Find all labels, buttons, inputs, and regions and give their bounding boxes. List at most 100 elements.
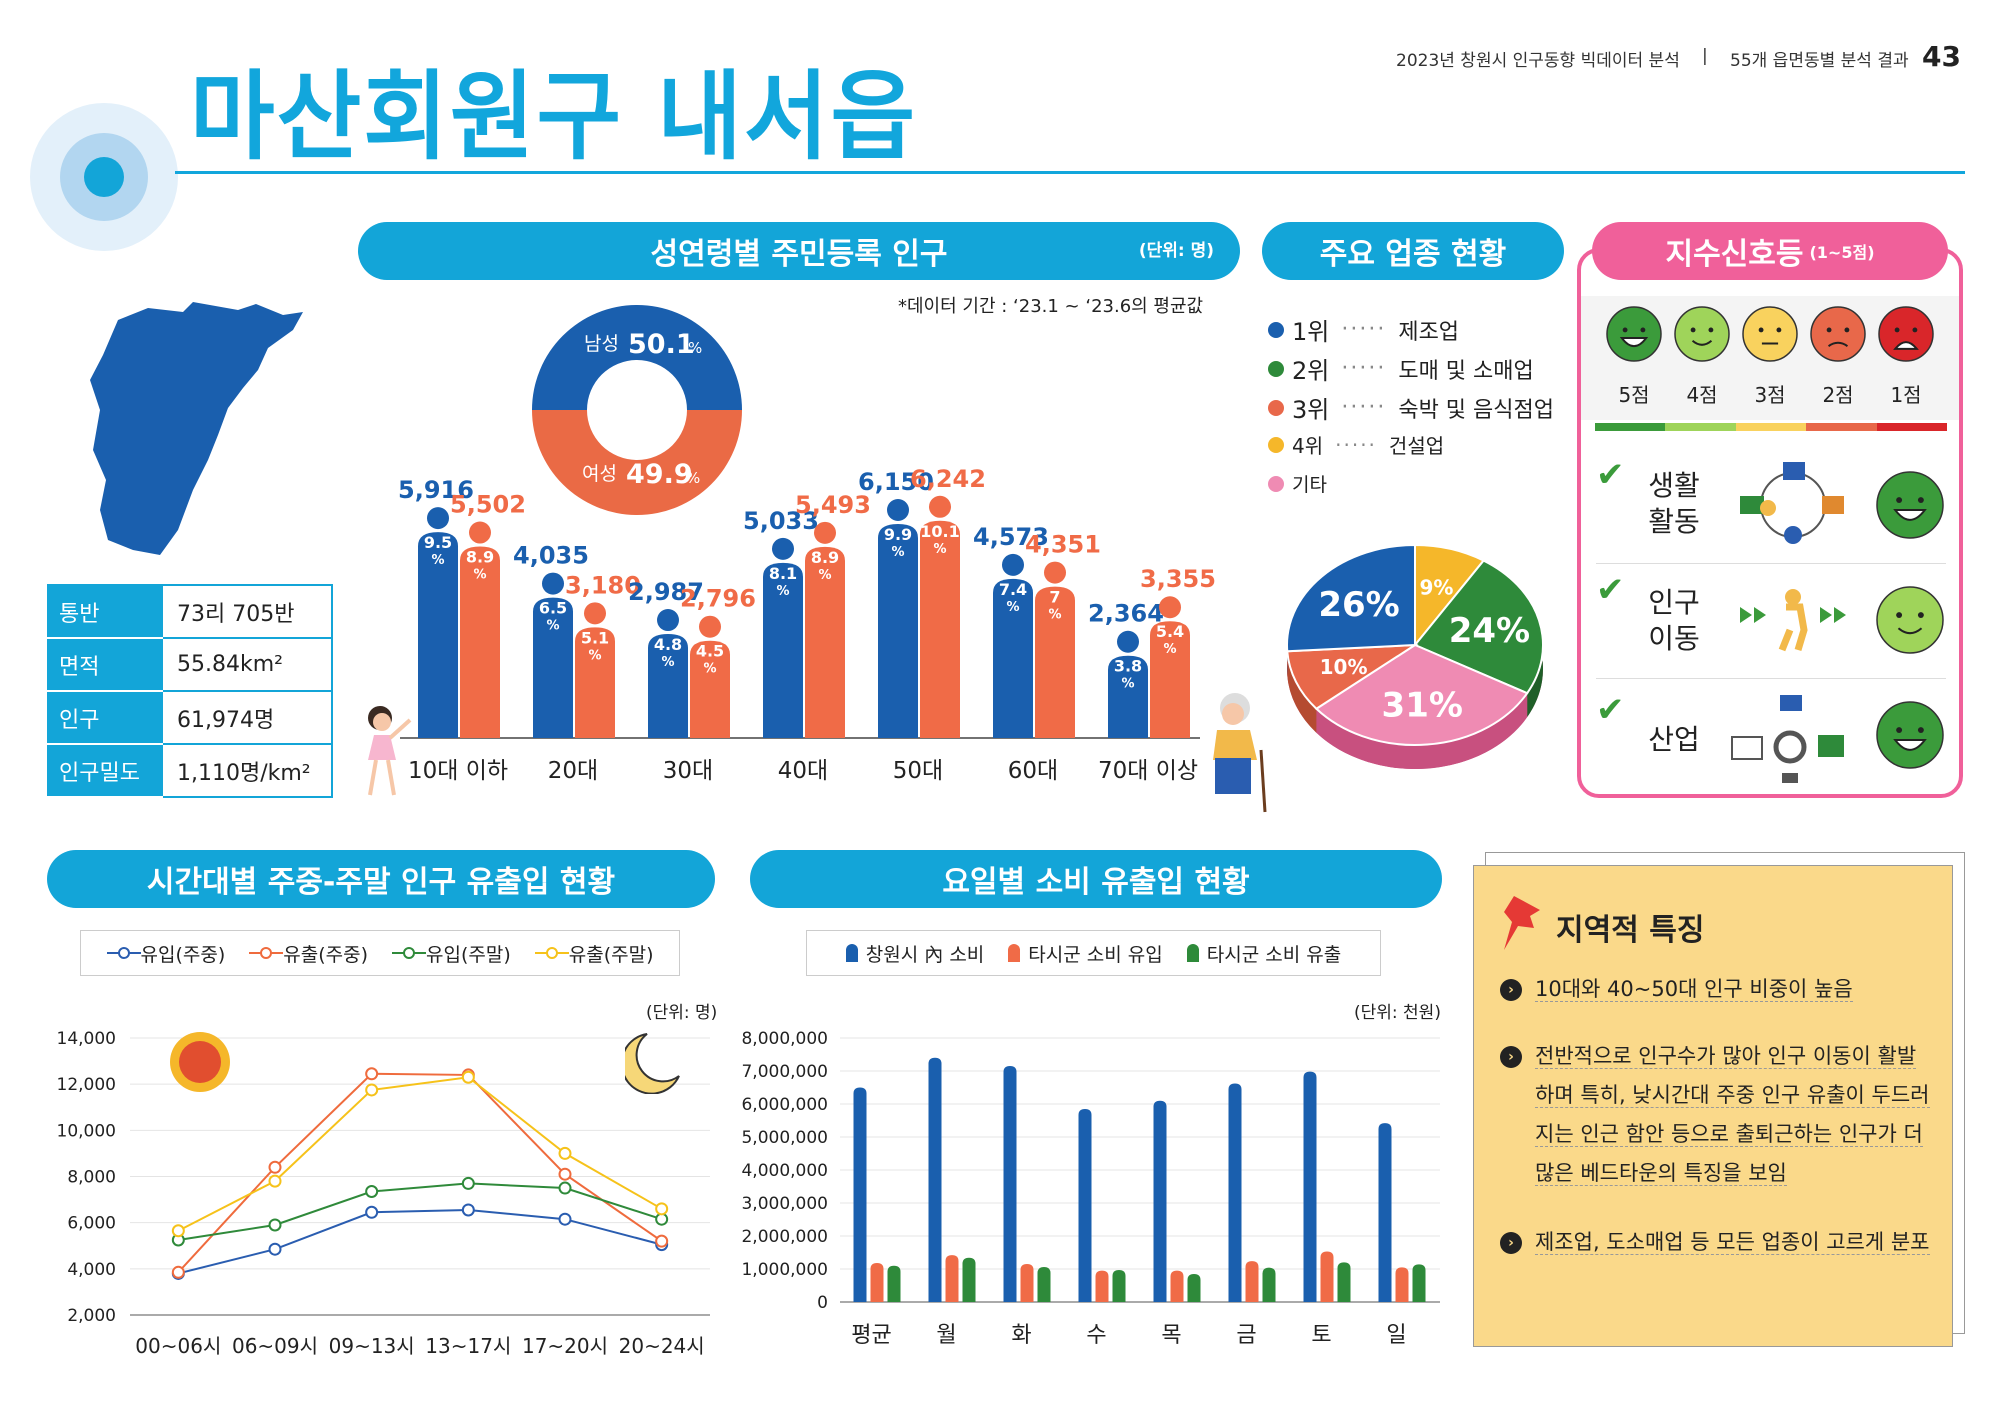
series-point bbox=[461, 1176, 475, 1190]
x-tick-label: 17~20시 bbox=[522, 1334, 608, 1358]
bar-pct-sign: % bbox=[588, 648, 601, 663]
bar-pct-sign: % bbox=[1121, 677, 1134, 692]
face-eye bbox=[1708, 327, 1714, 333]
male-pct-sign: % bbox=[688, 339, 702, 357]
legend-dot bbox=[1268, 360, 1284, 377]
summary-table: 통반 73리 705반 면적 55.84km² 인구 61,974명 인구밀도 1,11… bbox=[47, 584, 333, 798]
summary-value: 61,974명 bbox=[161, 690, 333, 745]
spend-bar bbox=[1395, 1267, 1409, 1302]
bar-pct-label: 8.9 bbox=[466, 548, 494, 567]
series-point bbox=[461, 1203, 475, 1217]
x-tick-label: 일 bbox=[1386, 1323, 1406, 1348]
legend-item: 유입(주중) bbox=[106, 940, 225, 967]
face-eye bbox=[1826, 327, 1832, 333]
score-face-4 bbox=[1674, 306, 1730, 362]
bar-head-male bbox=[1117, 630, 1139, 653]
bar-head-female bbox=[469, 521, 491, 544]
spend-bar bbox=[928, 1057, 942, 1302]
bar-male bbox=[763, 562, 803, 738]
leader-dots: ····· bbox=[1341, 317, 1387, 342]
series-point bbox=[558, 1212, 572, 1226]
bar-pct-label: 4.5 bbox=[696, 642, 724, 661]
x-tick-label: 화 bbox=[1011, 1323, 1031, 1348]
series-point bbox=[365, 1185, 379, 1199]
spend-bar bbox=[1037, 1267, 1051, 1302]
population-header: 성연령별 주민등록 인구 (단위: 명) bbox=[358, 222, 1240, 280]
page-title: 마산회원구 내서읍 bbox=[190, 60, 918, 174]
bar-head-female bbox=[814, 521, 836, 544]
bar-value-label: 4,035 bbox=[513, 542, 589, 570]
score-label: 3점 bbox=[1754, 383, 1785, 407]
spend-bar bbox=[870, 1263, 884, 1302]
spend-unit: (단위: 천원) bbox=[1354, 1003, 1441, 1023]
divider bbox=[1596, 678, 1946, 679]
bar-pct-sign: % bbox=[818, 568, 831, 583]
bar-value-label: 6,242 bbox=[910, 465, 986, 493]
feature-point-3: 제조업, 도소매업 등 모든 업종이 고르게 분포 bbox=[1535, 1223, 1930, 1262]
legend-item: 타시군 소비 유출 bbox=[1186, 940, 1341, 967]
bar-pct-label: 4.8 bbox=[654, 635, 682, 654]
bar-pct-sign: % bbox=[473, 568, 486, 583]
industry-rank: 4위 bbox=[1292, 434, 1324, 458]
x-tick-label: 60대 bbox=[1008, 758, 1058, 784]
spend-bar bbox=[962, 1257, 976, 1302]
spend-bar bbox=[1095, 1270, 1109, 1302]
bar-value-label: 5,916 bbox=[398, 476, 474, 504]
pie-slice bbox=[1314, 643, 1529, 746]
leader-dots: ····· bbox=[1341, 356, 1387, 381]
bar-pct-label: 5.4 bbox=[1156, 622, 1184, 641]
industry-pie-chart: 9% 24% 31% 10% 26% bbox=[1286, 543, 1544, 769]
industry-name: 숙박 및 음식점업 bbox=[1398, 397, 1554, 423]
face-eye bbox=[1776, 327, 1782, 333]
chevron-right-icon: › bbox=[1500, 979, 1522, 1001]
title-rule bbox=[175, 171, 1965, 174]
category-score-faces bbox=[1876, 471, 1944, 769]
district-map bbox=[90, 302, 303, 555]
legend-label: 유입(주말) bbox=[426, 943, 511, 966]
score-color-bar bbox=[1595, 423, 1948, 431]
x-tick-label: 40대 bbox=[778, 758, 828, 784]
y-tick-label: 6,000,000 bbox=[741, 1095, 828, 1115]
bar-head-male bbox=[542, 572, 564, 595]
legend-item: 유출(주중) bbox=[249, 940, 368, 967]
legend-label: 창원시 內 소비 bbox=[865, 943, 985, 966]
x-tick-label: 20~24시 bbox=[619, 1334, 705, 1358]
bar-pct-label: 3.8 bbox=[1114, 657, 1142, 676]
face-eye bbox=[1894, 327, 1900, 333]
bar-value-label: 2,364 bbox=[1088, 600, 1164, 628]
pie-slice-side bbox=[1316, 693, 1528, 769]
female-pct: 49.9 bbox=[626, 459, 693, 490]
bar-pct-label: 6.5 bbox=[539, 599, 567, 618]
x-tick-label: 목 bbox=[1161, 1323, 1181, 1348]
bar-male bbox=[533, 597, 573, 738]
spend-bar bbox=[1378, 1123, 1392, 1302]
legend-dot bbox=[1268, 475, 1284, 492]
legend-item: 유입(주말) bbox=[392, 940, 511, 967]
x-tick-label: 13~17시 bbox=[425, 1334, 511, 1358]
series-point bbox=[268, 1218, 282, 1232]
face-eye bbox=[1896, 727, 1903, 734]
pushpin-icon bbox=[1504, 896, 1540, 950]
bar-head-male bbox=[772, 537, 794, 560]
bar-head-male bbox=[1002, 553, 1024, 576]
series-point bbox=[268, 1242, 282, 1256]
industry-legend-1: 1위 ····· 제조업 bbox=[1268, 312, 1459, 347]
y-tick-label: 10,000 bbox=[57, 1121, 116, 1141]
score-faces: 5점 4점 3점 2점 1점 bbox=[1606, 306, 1934, 407]
y-tick-label: 8,000 bbox=[67, 1168, 116, 1188]
x-tick-label: 토 bbox=[1311, 1323, 1331, 1348]
population-move-icon bbox=[1740, 589, 1846, 652]
spend-bar bbox=[1245, 1261, 1259, 1302]
index-subtitle: (1~5점) bbox=[1809, 243, 1875, 262]
bar-value-label: 2,987 bbox=[628, 578, 704, 606]
y-tick-label: 14,000 bbox=[57, 1029, 116, 1049]
face-mouth bbox=[1893, 508, 1927, 521]
bar-head-female bbox=[929, 495, 951, 518]
chevron-right-icon: › bbox=[1500, 1046, 1522, 1068]
bar-pct-label: 8.9 bbox=[811, 548, 839, 567]
bar-value-label: 4,351 bbox=[1025, 531, 1101, 559]
industry-icon bbox=[1731, 695, 1844, 783]
hourly-header: 시간대별 주중-주말 인구 유출입 현황 bbox=[47, 850, 715, 908]
spend-header: 요일별 소비 유출입 현황 bbox=[750, 850, 1442, 908]
bar-female bbox=[1035, 586, 1075, 738]
